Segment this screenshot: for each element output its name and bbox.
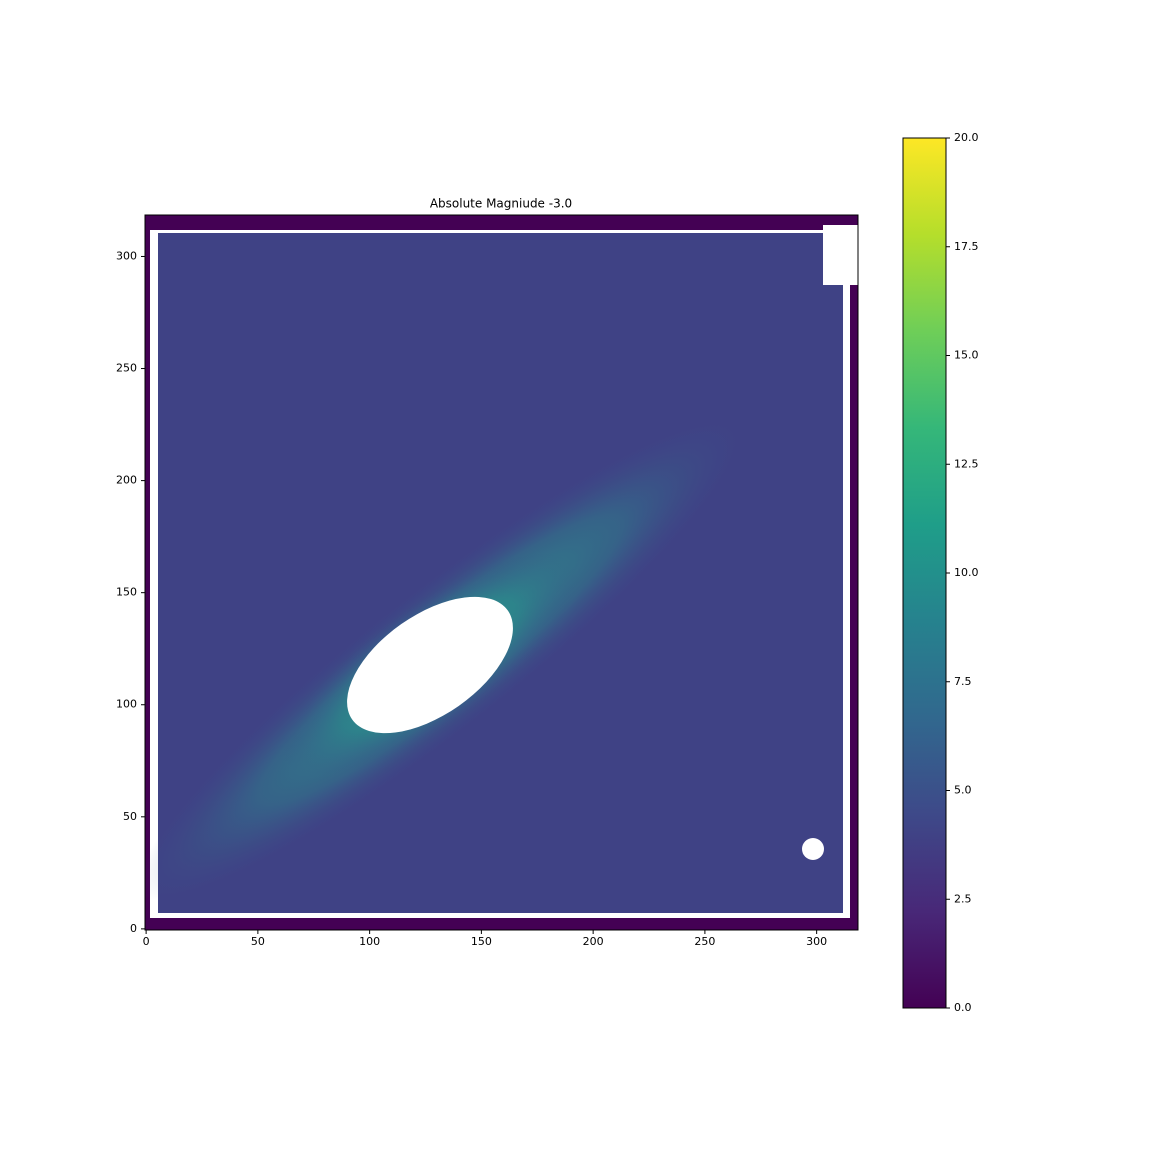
x-tick-label: 300 — [806, 935, 827, 948]
y-tick-label: 100 — [116, 698, 137, 711]
x-tick-label: 100 — [359, 935, 380, 948]
masked-corner — [823, 225, 858, 285]
y-tick-label: 300 — [116, 249, 137, 262]
colorbar-tick-label: 15.0 — [954, 349, 979, 362]
y-tick-label: 250 — [116, 362, 137, 375]
x-tick-label: 150 — [471, 935, 492, 948]
x-tick-label: 50 — [251, 935, 265, 948]
colorbar-tick-label: 17.5 — [954, 240, 979, 253]
y-tick-label: 0 — [130, 922, 137, 935]
colorbar-tick-label: 12.5 — [954, 457, 979, 470]
y-tick-label: 50 — [123, 810, 137, 823]
colorbar-tick-label: 5.0 — [954, 784, 972, 797]
x-tick-label: 0 — [143, 935, 150, 948]
y-tick-label: 200 — [116, 474, 137, 487]
colorbar-tick-label: 10.0 — [954, 566, 979, 579]
colorbar-tick-label: 7.5 — [954, 675, 972, 688]
chart-title: Absolute Magniude -3.0 — [430, 197, 572, 211]
y-tick-label: 150 — [116, 586, 137, 599]
axes-frame — [144, 214, 859, 931]
star — [802, 838, 824, 860]
colorbar-tick-label: 20.0 — [954, 131, 979, 144]
colorbar-tick-label: 0.0 — [954, 1001, 972, 1014]
image — [145, 215, 858, 930]
x-tick-label: 200 — [583, 935, 604, 948]
colorbar — [902, 137, 947, 1009]
galaxy-core — [347, 596, 513, 734]
x-tick-label: 250 — [694, 935, 715, 948]
colorbar-tick-label: 2.5 — [954, 892, 972, 905]
